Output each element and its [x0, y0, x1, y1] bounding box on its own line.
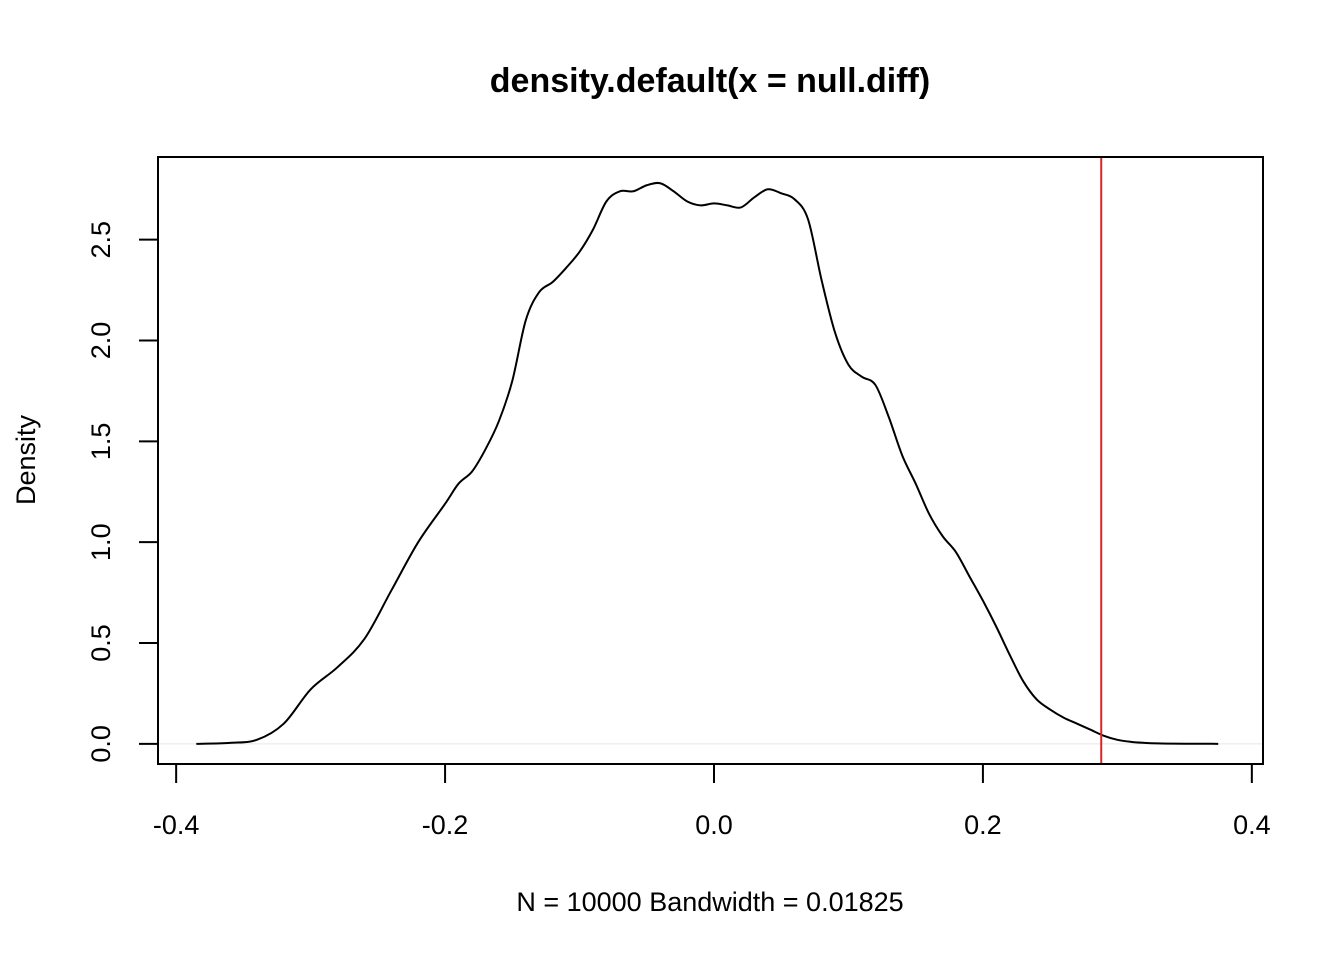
x-axis-label: N = 10000 Bandwidth = 0.01825 — [516, 887, 903, 917]
y-tick-label: 2.0 — [86, 322, 116, 360]
plot-frame — [157, 156, 1264, 765]
y-tick-label: 2.5 — [86, 221, 116, 259]
x-axis: -0.4 -0.2 0.0 0.2 0.4 — [153, 763, 1271, 840]
x-tick-label: -0.2 — [422, 810, 469, 840]
density-curve — [196, 181, 1219, 745]
x-tick-label: 0.4 — [1233, 810, 1271, 840]
x-tick-label: -0.4 — [153, 810, 200, 840]
y-tick-label: 1.0 — [86, 523, 116, 561]
y-axis-label: Density — [11, 414, 41, 505]
y-tick-label: 0.5 — [86, 624, 116, 662]
y-tick-label: 0.0 — [86, 725, 116, 763]
y-tick-label: 1.5 — [86, 423, 116, 461]
x-tick-label: 0.0 — [695, 810, 733, 840]
y-axis: 0.0 0.5 1.0 1.5 2.0 2.5 — [86, 221, 159, 763]
chart-title: density.default(x = null.diff) — [490, 62, 930, 100]
x-tick-label: 0.2 — [964, 810, 1002, 840]
